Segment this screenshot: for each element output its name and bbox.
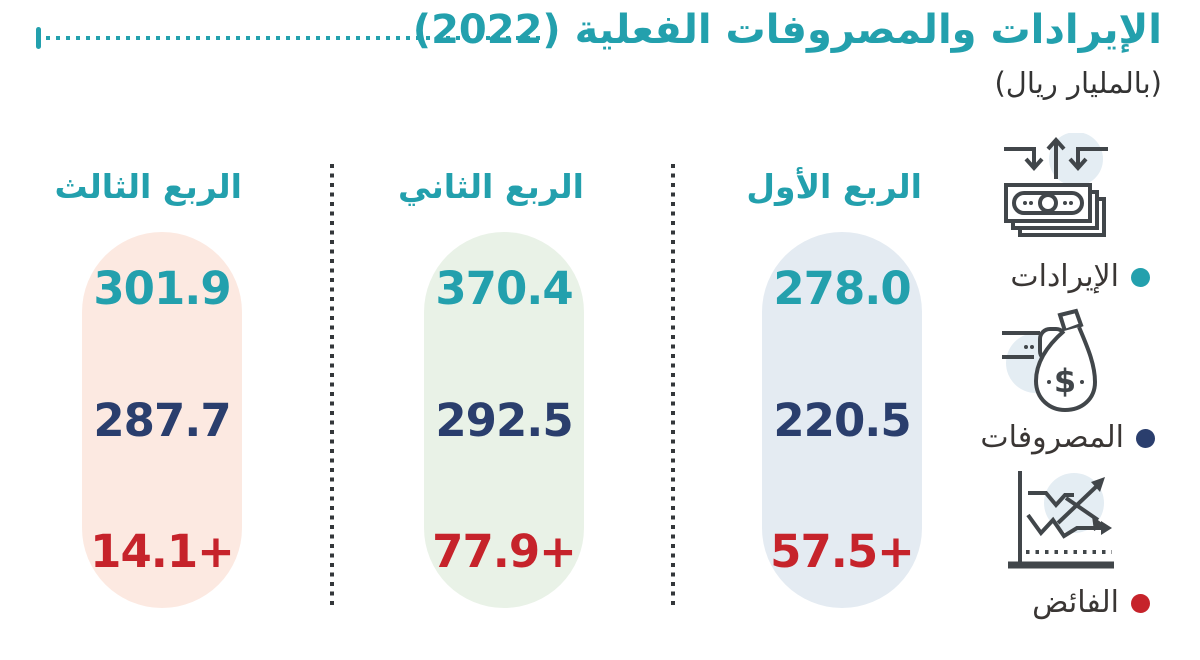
svg-text:$: $: [1054, 362, 1076, 400]
money-incoming-icon: [1000, 132, 1112, 245]
legend-item-surplus: الفائض: [1032, 585, 1150, 621]
q2-surplus-value: 77.9+: [432, 525, 577, 578]
quarter-title-q2: الربع الثاني: [398, 167, 584, 206]
quarter-title-q1: الربع الأول: [746, 167, 922, 206]
quarter-pill-q1: 278.0 220.5 57.5+: [762, 232, 922, 608]
quarter-column-q3: الربع الثالث 301.9 287.7 14.1+: [54, 160, 242, 608]
legend-label-expenditures: المصروفات: [980, 420, 1124, 455]
q1-expenditures-value: 220.5: [773, 393, 911, 447]
q1-revenues-value: 278.0: [773, 262, 911, 315]
quarter-column-q2: الربع الثاني 370.4 292.5 77.9+: [398, 160, 584, 608]
column-separator: [671, 164, 675, 610]
page-title: الإيرادات والمصروفات الفعلية (2022): [412, 7, 1162, 53]
leader-tick: [36, 27, 41, 49]
unit-subtitle: (بالمليار ريال): [994, 66, 1162, 100]
q1-surplus-value: 57.5+: [770, 525, 915, 578]
quarter-pill-q2: 370.4 292.5 77.9+: [424, 232, 584, 608]
legend-item-expenditures: المصروفات: [980, 420, 1155, 456]
legend-dot-revenues: [1131, 267, 1150, 287]
legend-dot-surplus: [1131, 593, 1150, 613]
quarter-title-q3: الربع الثالث: [54, 167, 242, 206]
q3-expenditures-value: 287.7: [93, 393, 231, 447]
quarter-pill-q3: 301.9 287.7 14.1+: [82, 232, 242, 608]
dotted-leader-line: [46, 36, 542, 40]
money-bag-icon: $: [1002, 303, 1114, 415]
legend-item-revenues: الإيرادات: [1010, 259, 1150, 295]
legend-label-revenues: الإيرادات: [1010, 259, 1119, 294]
q3-surplus-value: 14.1+: [90, 525, 235, 578]
column-separator: [330, 164, 334, 610]
legend-dot-expenditures: [1136, 428, 1155, 448]
q3-revenues-value: 301.9: [93, 262, 231, 315]
trend-chart-icon: [1004, 465, 1116, 577]
q2-revenues-value: 370.4: [435, 262, 573, 315]
legend-label-surplus: الفائض: [1032, 585, 1119, 620]
quarter-column-q1: الربع الأول 278.0 220.5 57.5+: [746, 160, 922, 608]
q2-expenditures-value: 292.5: [435, 393, 573, 447]
